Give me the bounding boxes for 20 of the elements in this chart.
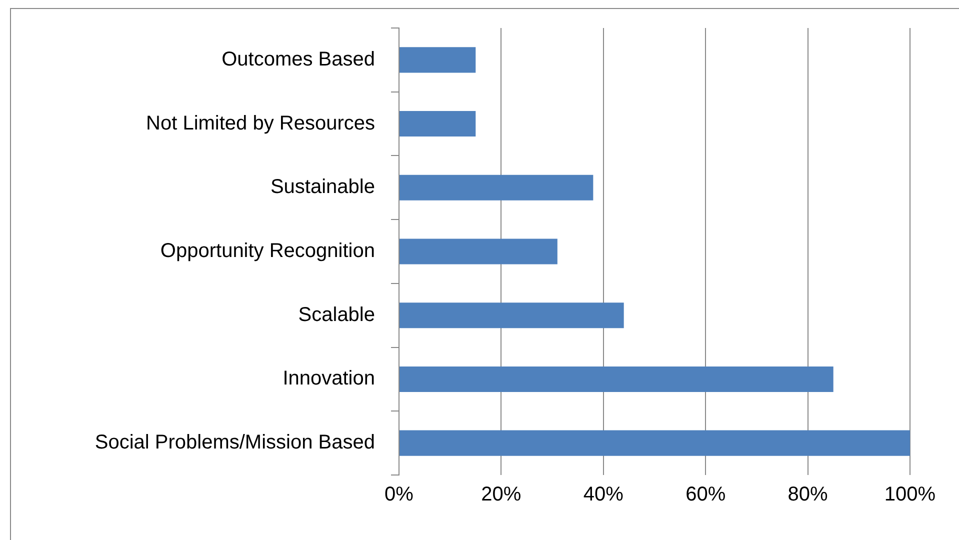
y-tick-label: Sustainable bbox=[270, 176, 375, 198]
x-tick-label: 100% bbox=[884, 484, 936, 506]
bar bbox=[400, 238, 558, 264]
x-tick-label: 0% bbox=[384, 484, 414, 506]
x-tick-label: 60% bbox=[686, 484, 726, 506]
y-tick-label: Opportunity Recognition bbox=[160, 240, 375, 262]
x-tick-label: 20% bbox=[481, 484, 522, 506]
y-tick-label: Outcomes Based bbox=[222, 48, 375, 70]
bar bbox=[400, 174, 594, 200]
bar bbox=[400, 302, 624, 328]
y-tick-label: Social Problems/Mission Based bbox=[94, 432, 375, 454]
bar bbox=[400, 47, 476, 73]
bar bbox=[400, 366, 834, 392]
y-tick-label: Not Limited by Resources bbox=[146, 112, 375, 134]
bar bbox=[400, 111, 476, 137]
x-tick-label: 40% bbox=[583, 484, 624, 506]
y-tick-label: Innovation bbox=[282, 368, 375, 390]
bar bbox=[400, 430, 910, 456]
x-tick-label: 80% bbox=[788, 484, 828, 506]
y-tick-label: Scalable bbox=[298, 304, 375, 326]
